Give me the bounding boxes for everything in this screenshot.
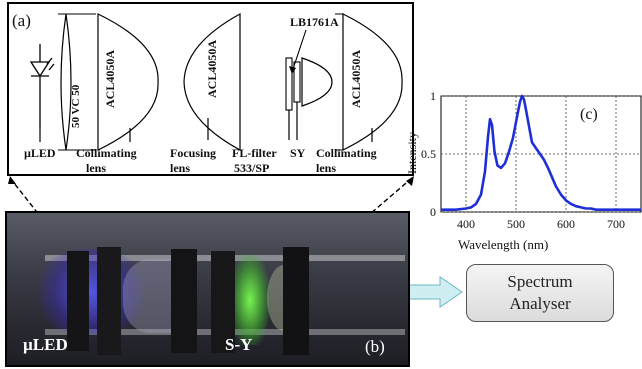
spectrum-analyser-box: Spectrum Analyser bbox=[466, 264, 614, 322]
y-tick-label: 1 bbox=[430, 89, 436, 103]
lens-acl4050a-2 bbox=[183, 12, 241, 152]
x-tick-label: 500 bbox=[507, 217, 525, 231]
photo-mount-3 bbox=[171, 249, 197, 353]
spectrum-analyser-line2: Analyser bbox=[509, 294, 571, 313]
photo-blue-glow bbox=[31, 249, 151, 335]
x-tick-label: 400 bbox=[457, 217, 475, 231]
label-sy: SY bbox=[290, 146, 306, 160]
label-collimating-1-lens: lens bbox=[86, 161, 106, 175]
label-uled: µLED bbox=[24, 146, 56, 160]
chart-panel-label: (c) bbox=[580, 106, 598, 123]
label-fl-filter: FL-filter bbox=[232, 146, 277, 160]
lens-vc50-label: 50 VC 50 bbox=[70, 84, 82, 128]
label-focusing-lens: lens bbox=[170, 161, 190, 175]
photo-mount-1 bbox=[67, 251, 89, 351]
lens-lb1761a bbox=[301, 57, 333, 107]
photo-mount-5 bbox=[283, 247, 309, 355]
label-focusing: Focusing bbox=[170, 146, 216, 160]
photo-mount-2 bbox=[97, 247, 121, 355]
fl-filter bbox=[285, 57, 293, 111]
lens-acl4050a-2-label: ACL4050A bbox=[205, 40, 219, 98]
photo-frame bbox=[5, 211, 410, 367]
label-collimating-2: Collimating bbox=[316, 146, 377, 160]
label-collimating-2-lens: lens bbox=[316, 161, 336, 175]
x-tick-label: 700 bbox=[607, 217, 625, 231]
setup-photo: µLED S-Y (b) bbox=[5, 211, 410, 367]
x-tick-label: 600 bbox=[557, 217, 575, 231]
lens-acl4050a-3 bbox=[342, 13, 403, 151]
chart-y-axis-label: Intensity bbox=[405, 132, 419, 174]
connector-right bbox=[369, 177, 413, 215]
spectrum-analyser-line1: Spectrum bbox=[507, 272, 573, 291]
chart-x-axis-label: Wavelength (nm) bbox=[458, 237, 548, 252]
lb1761a-label: LB1761A bbox=[290, 15, 339, 29]
panel-a-label: (a) bbox=[12, 11, 31, 30]
led-symbol-icon bbox=[29, 44, 55, 128]
lens-acl4050a-3-label: ACL4050A bbox=[349, 50, 363, 108]
x-tick-labels: 400 500 600 700 bbox=[457, 217, 625, 231]
y-tick-label: 0 bbox=[430, 205, 436, 219]
y-tick-label: 0.5 bbox=[421, 147, 436, 161]
photo-green-glow bbox=[231, 255, 269, 345]
spectrum-series-line bbox=[441, 94, 641, 211]
photo-uled-label: µLED bbox=[23, 335, 68, 354]
photo-sy-label: S-Y bbox=[225, 335, 253, 354]
photo-mount-4 bbox=[211, 251, 235, 353]
connector-left bbox=[9, 177, 41, 217]
lb1761a-pointer bbox=[291, 29, 307, 73]
label-collimating-1: Collimating bbox=[76, 146, 137, 160]
y-tick-labels: 00.51 bbox=[421, 89, 436, 219]
lens-acl4050a-1-label: ACL4050A bbox=[103, 50, 117, 108]
lens-acl4050a-1 bbox=[97, 13, 159, 151]
photo-panel-label: (b) bbox=[365, 337, 385, 356]
spectrum-chart: 400 500 600 700 00.51 (c) Wavelength (nm) I… bbox=[405, 89, 642, 252]
label-fl-filter-spec: 533/SP bbox=[234, 161, 269, 175]
